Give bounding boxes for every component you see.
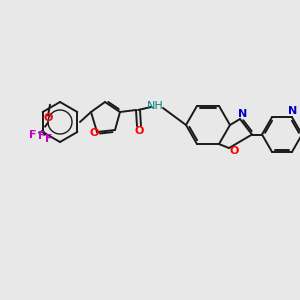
Text: NH: NH <box>147 101 164 111</box>
Text: F: F <box>29 130 37 140</box>
Text: O: O <box>229 146 239 156</box>
Text: N: N <box>288 106 298 116</box>
Text: O: O <box>43 113 53 123</box>
Text: F: F <box>45 134 53 144</box>
Text: N: N <box>238 109 247 119</box>
Text: O: O <box>134 126 144 136</box>
Text: F: F <box>38 131 46 141</box>
Text: O: O <box>89 128 99 138</box>
